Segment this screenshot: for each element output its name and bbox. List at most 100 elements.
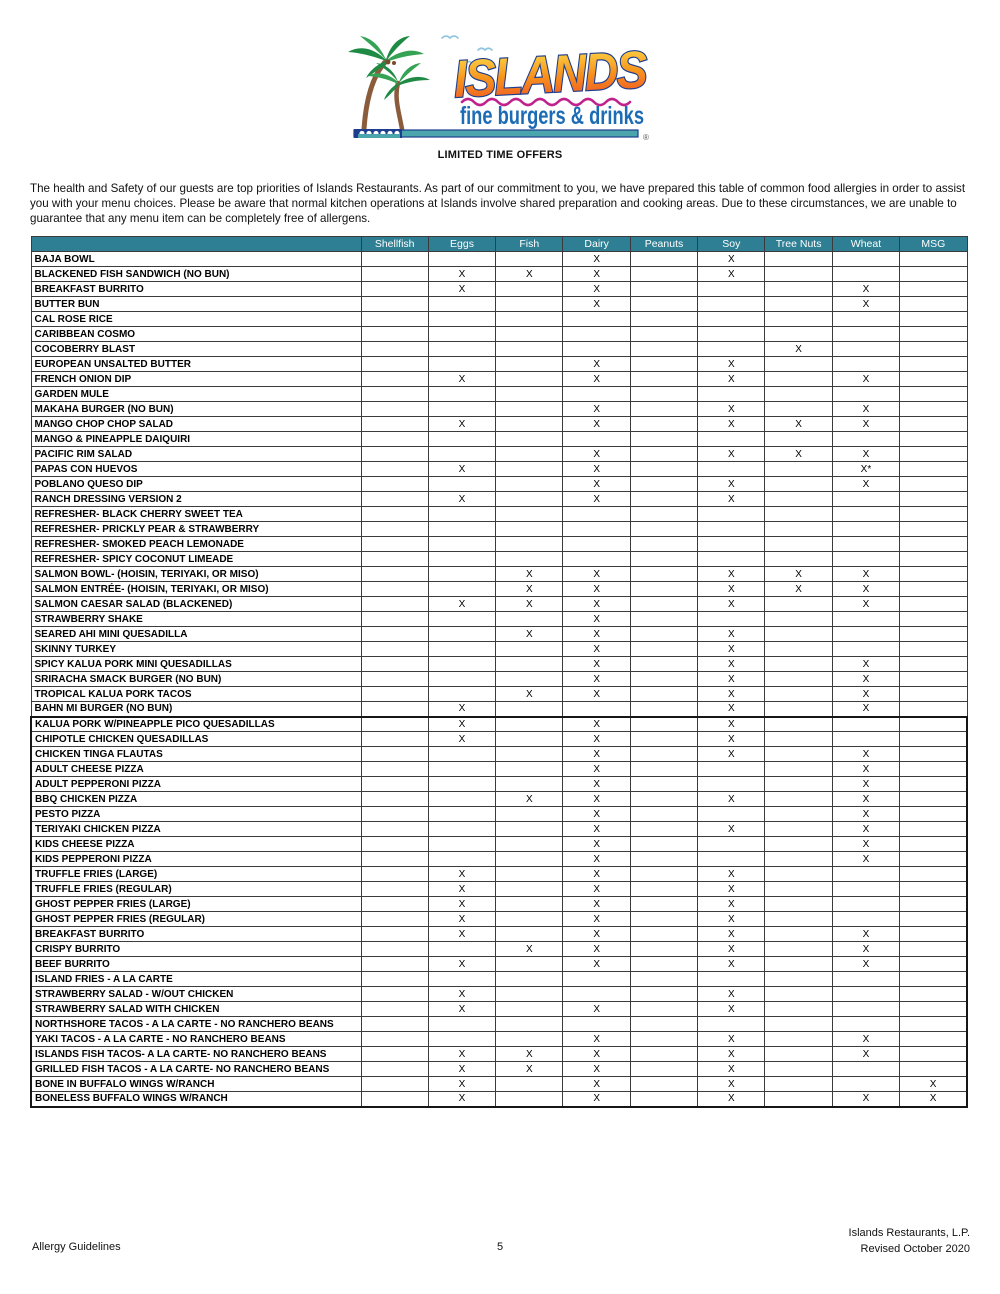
allergen-cell: X <box>562 476 631 492</box>
allergen-cell: X <box>697 596 766 612</box>
allergen-cell <box>697 386 766 402</box>
allergen-cell: X <box>831 776 901 792</box>
allergen-cell <box>360 491 429 507</box>
intro-paragraph: The health and Safety of our guests are … <box>30 182 966 225</box>
allergen-cell: X <box>427 716 497 732</box>
allergen-table: Shellfish Eggs Fish Dairy Peanuts Soy Tree Nut… <box>30 236 968 1108</box>
allergen-cell <box>831 716 901 732</box>
allergen-cell: X <box>697 866 766 882</box>
allergen-cell <box>764 1046 833 1062</box>
allergen-cell: X <box>562 1076 631 1092</box>
allergen-cell <box>764 686 833 702</box>
allergen-cell <box>899 701 968 717</box>
allergen-cell: X <box>697 926 766 942</box>
allergen-cell <box>629 866 699 882</box>
allergen-cell: X <box>764 446 833 462</box>
table-row: TERIYAKI CHICKEN PIZZA X X X <box>30 821 968 837</box>
allergen-cell <box>629 1001 699 1017</box>
menu-item-name: CRISPY BURRITO <box>30 941 362 957</box>
table-row: REFRESHER- BLACK CHERRY SWEET TEA <box>30 506 968 522</box>
allergen-cell: X <box>899 1091 968 1107</box>
allergen-cell <box>764 881 833 897</box>
allergen-cell <box>495 1091 564 1107</box>
allergen-cell: X <box>562 1061 631 1077</box>
allergen-cell: X <box>697 566 766 582</box>
allergen-cell <box>495 491 564 507</box>
allergen-cell <box>360 1061 429 1077</box>
allergen-cell: X <box>697 371 766 387</box>
allergen-cell <box>697 971 766 987</box>
allergen-cell <box>360 371 429 387</box>
allergen-cell <box>899 566 968 582</box>
menu-item-name: ADULT CHEESE PIZZA <box>30 761 362 777</box>
allergen-cell <box>764 701 833 717</box>
allergen-cell <box>495 551 564 567</box>
allergen-cell <box>562 341 631 357</box>
allergen-cell <box>427 431 497 447</box>
allergen-cell <box>764 1031 833 1047</box>
allergen-cell <box>427 656 497 672</box>
allergen-cell: X <box>899 1076 968 1092</box>
table-row: BEEF BURRITO X X X X <box>30 956 968 972</box>
allergen-cell <box>899 386 968 402</box>
allergen-cell <box>427 611 497 627</box>
allergen-cell <box>495 1001 564 1017</box>
allergen-cell <box>427 686 497 702</box>
allergen-cell <box>495 311 564 327</box>
allergen-cell <box>495 971 564 987</box>
allergen-cell <box>899 491 968 507</box>
allergen-cell <box>764 956 833 972</box>
allergen-cell: X <box>764 581 833 597</box>
allergen-cell: X <box>562 896 631 912</box>
allergen-cell <box>360 536 429 552</box>
allergen-cell <box>495 461 564 477</box>
allergen-cell: X <box>697 626 766 642</box>
menu-item-name: MAKAHA BURGER (NO BUN) <box>30 401 362 417</box>
allergen-cell <box>831 311 901 327</box>
allergen-cell <box>562 1016 631 1032</box>
menu-item-name: BONE IN BUFFALO WINGS W/RANCH <box>30 1076 362 1092</box>
allergen-cell <box>899 551 968 567</box>
allergen-cell <box>899 326 968 342</box>
allergen-cell <box>899 1016 968 1032</box>
allergen-cell: X <box>697 701 766 717</box>
allergen-cell <box>629 641 699 657</box>
allergen-cell: X <box>562 671 631 687</box>
allergen-cell <box>562 536 631 552</box>
allergen-cell <box>629 296 699 312</box>
allergen-cell <box>697 311 766 327</box>
allergen-cell: X <box>697 1046 766 1062</box>
allergen-cell <box>360 431 429 447</box>
allergen-cell <box>495 986 564 1002</box>
allergen-cell: X <box>831 446 901 462</box>
allergen-cell <box>629 701 699 717</box>
table-row: CHIPOTLE CHICKEN QUESADILLAS X X X <box>30 731 968 747</box>
allergen-cell <box>831 266 901 282</box>
allergen-cell: X <box>831 686 901 702</box>
allergen-cell <box>360 776 429 792</box>
allergen-cell <box>697 296 766 312</box>
allergen-cell <box>360 896 429 912</box>
allergen-cell <box>697 836 766 852</box>
allergen-cell <box>427 851 497 867</box>
allergen-cell <box>427 776 497 792</box>
allergen-cell: X <box>831 926 901 942</box>
allergen-cell: X <box>831 1091 901 1107</box>
allergen-cell <box>764 521 833 537</box>
table-row: MANGO & PINEAPPLE DAIQUIRI <box>30 431 968 447</box>
allergen-cell <box>495 431 564 447</box>
allergen-cell <box>629 536 699 552</box>
menu-item-name: SRIRACHA SMACK BURGER (NO BUN) <box>30 671 362 687</box>
table-row: NORTHSHORE TACOS - A LA CARTE - NO RANCH… <box>30 1016 968 1032</box>
allergen-cell <box>629 371 699 387</box>
allergen-cell <box>495 506 564 522</box>
allergen-cell: X <box>697 881 766 897</box>
allergen-cell <box>360 641 429 657</box>
allergen-cell <box>629 461 699 477</box>
allergen-cell <box>831 251 901 267</box>
menu-item-name: CARIBBEAN COSMO <box>30 326 362 342</box>
allergen-cell: X <box>831 956 901 972</box>
allergen-cell <box>764 371 833 387</box>
allergen-cell <box>629 941 699 957</box>
